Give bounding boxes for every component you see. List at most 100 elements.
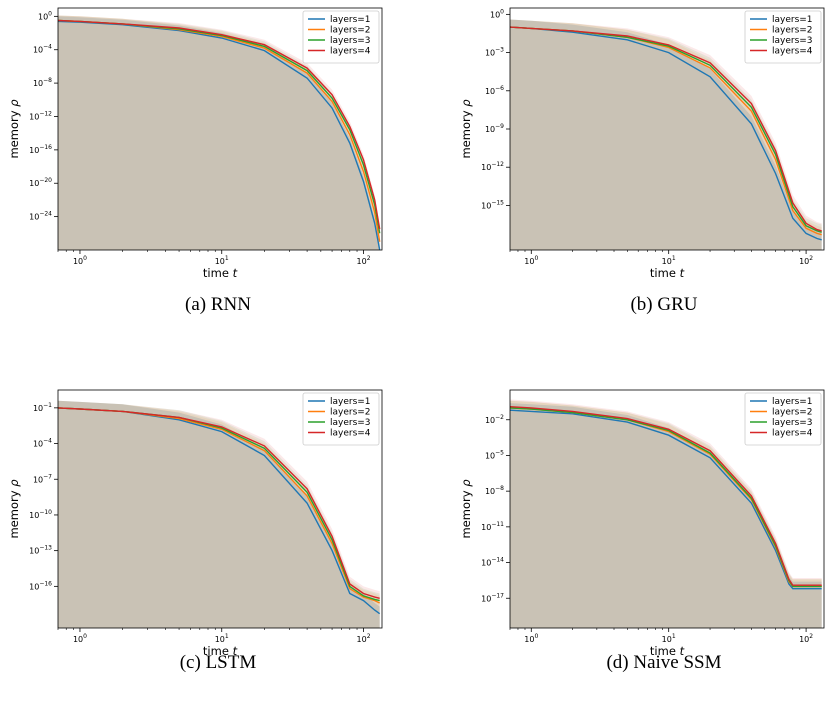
- legend-label-layers-1: layers=1: [330, 397, 371, 407]
- y-tick-label-rnn: 10−16: [29, 144, 52, 155]
- series-line-layers-4: [58, 19, 381, 230]
- band-layers-1: [510, 19, 822, 250]
- axes-frame-rnn: [57, 7, 383, 251]
- band-layers-1: [58, 400, 380, 628]
- series-line-layers-1: [58, 20, 381, 250]
- y-axis-label-naive-ssm: memory ρ: [459, 479, 473, 539]
- caption-lstm: (c) LSTM: [180, 652, 257, 673]
- legend-label-layers-3: layers=3: [330, 36, 371, 46]
- x-axis-label-lstm: time t: [203, 644, 238, 658]
- legend-label-layers-4: layers=4: [330, 429, 371, 439]
- legend-label-layers-3: layers=3: [772, 418, 813, 428]
- y-tick-label-rnn: 100: [38, 10, 52, 21]
- y-tick-label-rnn: 10−24: [29, 211, 52, 222]
- y-tick-label-gru: 10−6: [485, 85, 504, 96]
- x-tick-label-gru: 101: [662, 255, 676, 266]
- y-tick-label-naive-ssm: 10−8: [485, 485, 504, 496]
- series-line-layers-1: [510, 26, 822, 241]
- series-line-layers-1: [510, 409, 822, 590]
- legend-label-layers-3: layers=3: [772, 36, 813, 46]
- band-layers-1: [510, 403, 822, 628]
- legend-label-layers-4: layers=4: [772, 47, 813, 57]
- y-tick-label-lstm: 10−16: [29, 580, 52, 591]
- y-tick-label-naive-ssm: 10−11: [481, 521, 504, 532]
- legend-label-layers-2: layers=2: [330, 408, 371, 418]
- y-tick-label-naive-ssm: 10−14: [481, 557, 504, 568]
- band-layers-3: [510, 400, 822, 628]
- y-tick-label-naive-ssm: 10−5: [485, 449, 504, 460]
- y-tick-label-naive-ssm: 10−17: [481, 592, 504, 603]
- legend-label-layers-1: layers=1: [772, 397, 813, 407]
- band-layers-2: [510, 19, 822, 250]
- band-layers-3: [58, 400, 380, 628]
- x-tick-label-lstm: 101: [215, 633, 229, 644]
- plot-area-lstm: [58, 400, 381, 628]
- x-tick-label-lstm: 102: [357, 633, 371, 644]
- y-tick-label-naive-ssm: 10−2: [485, 414, 504, 425]
- legend-label-layers-1: layers=1: [772, 15, 813, 25]
- x-tick-label-naive-ssm: 100: [524, 633, 538, 644]
- y-tick-label-gru: 10−12: [481, 161, 504, 172]
- x-tick-label-rnn: 102: [357, 255, 371, 266]
- x-axis-label-rnn: time t: [203, 266, 238, 280]
- x-axis-label-gru: time t: [650, 266, 685, 280]
- x-tick-label-gru: 100: [524, 255, 538, 266]
- legend-label-layers-4: layers=4: [330, 47, 371, 57]
- x-tick-label-naive-ssm: 102: [799, 633, 813, 644]
- axes-frame-lstm: [57, 389, 383, 629]
- band-layers-4: [58, 15, 380, 250]
- series-line-layers-4: [510, 406, 822, 586]
- y-tick-label-lstm: 10−1: [33, 402, 52, 413]
- caption-naive-ssm: (d) Naive SSM: [606, 652, 721, 673]
- plot-area-rnn: [58, 15, 381, 250]
- y-tick-label-gru: 10−9: [485, 123, 504, 134]
- series-line-layers-4: [58, 407, 380, 599]
- legend-label-layers-1: layers=1: [330, 15, 371, 25]
- legend-label-layers-2: layers=2: [330, 26, 371, 36]
- y-tick-label-lstm: 10−13: [29, 545, 52, 556]
- panel-naive-ssm: 100 101 102 10−2 10−5 10−8 10−11 10−14 10−17 time…: [459, 389, 825, 673]
- band-layers-3: [510, 19, 822, 250]
- x-tick-label-rnn: 101: [215, 255, 229, 266]
- x-tick-label-rnn: 100: [73, 255, 87, 266]
- x-tick-label-naive-ssm: 101: [662, 633, 676, 644]
- plot-area-gru: [510, 19, 822, 250]
- series-line-layers-4: [510, 26, 822, 232]
- legend-label-layers-3: layers=3: [330, 418, 371, 428]
- legend-label-layers-4: layers=4: [772, 429, 813, 439]
- x-axis-label-naive-ssm: time t: [650, 644, 685, 658]
- y-axis-label-rnn: memory ρ: [7, 99, 21, 159]
- x-tick-label-lstm: 100: [73, 633, 87, 644]
- y-axis-label-lstm: memory ρ: [7, 479, 21, 539]
- band-layers-4: [510, 19, 822, 250]
- panel-gru: 100 101 102 100 10−3 10−6 10−9 10−12 10−15 time t…: [459, 7, 825, 315]
- plot-area-naive-ssm: [510, 399, 822, 628]
- y-tick-label-rnn: 10−20: [29, 177, 52, 188]
- y-tick-label-rnn: 10−8: [33, 77, 52, 88]
- band-layers-1: [58, 16, 380, 250]
- legend-label-layers-2: layers=2: [772, 408, 813, 418]
- band-layers-3: [58, 15, 380, 250]
- band-layers-4: [58, 400, 380, 628]
- caption-rnn: (a) RNN: [185, 294, 251, 315]
- y-tick-label-gru: 100: [490, 8, 504, 19]
- band-layers-2: [58, 15, 380, 250]
- panel-lstm: 100 101 102 10−1 10−4 10−7 10−10 10−13 10−16 time…: [7, 389, 383, 673]
- panel-rnn: 100 101 102 100 10−4 10−8 10−12 10−16 10−20 10−24…: [7, 7, 383, 315]
- legend-label-layers-2: layers=2: [772, 26, 813, 36]
- x-tick-label-gru: 102: [799, 255, 813, 266]
- band-layers-2: [58, 400, 380, 628]
- band-layers-2: [510, 400, 822, 628]
- y-tick-label-lstm: 10−7: [33, 473, 52, 484]
- y-tick-label-rnn: 10−12: [29, 110, 52, 121]
- series-line-layers-3: [510, 407, 822, 588]
- y-tick-label-gru: 10−3: [485, 47, 504, 58]
- y-tick-label-lstm: 10−4: [33, 438, 52, 449]
- y-axis-label-gru: memory ρ: [459, 99, 473, 159]
- y-tick-label-rnn: 10−4: [33, 44, 52, 55]
